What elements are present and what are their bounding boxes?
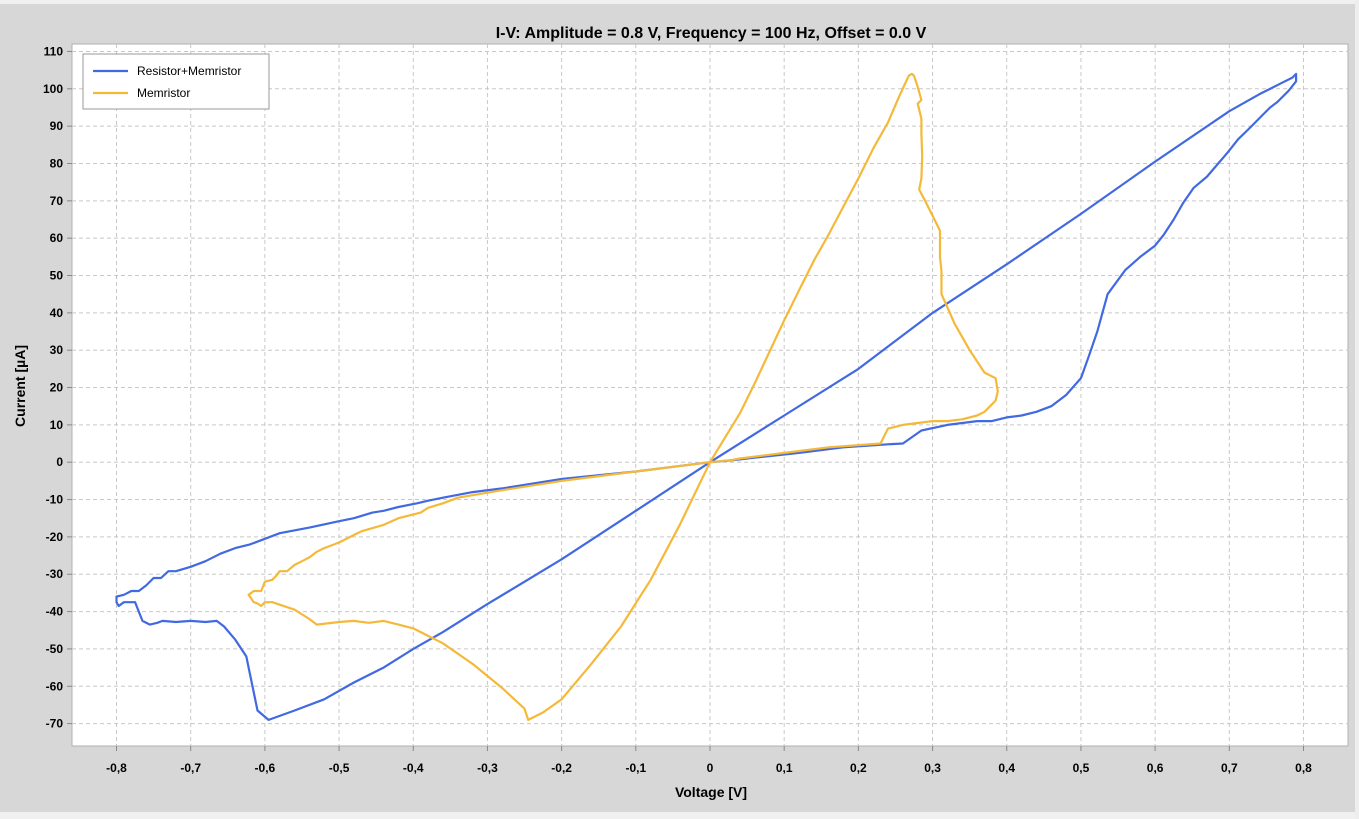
legend-entry-label: Resistor+Memristor bbox=[137, 64, 241, 78]
x-tick-label: -0,7 bbox=[180, 761, 201, 775]
window-bottom-edge bbox=[0, 812, 1359, 819]
x-tick-label: -0,3 bbox=[477, 761, 498, 775]
window-top-edge bbox=[0, 0, 1359, 4]
y-tick-label: 110 bbox=[44, 44, 64, 58]
x-tick-label: -0,2 bbox=[551, 761, 572, 775]
x-tick-label: -0,8 bbox=[106, 761, 127, 775]
legend-box bbox=[82, 53, 270, 110]
chart-title: I-V: Amplitude = 0.8 V, Frequency = 100 … bbox=[496, 25, 927, 42]
legend: Resistor+Memristor Memristor bbox=[82, 53, 270, 110]
y-tick-label: 70 bbox=[50, 194, 64, 208]
window-right-edge bbox=[1355, 0, 1359, 819]
x-tick-label: 0 bbox=[707, 761, 714, 775]
x-tick-label: 0,6 bbox=[1147, 761, 1164, 775]
y-tick-label: -40 bbox=[46, 605, 64, 619]
legend-entry-label: Memristor bbox=[137, 86, 190, 100]
x-tick-label: 0,5 bbox=[1073, 761, 1090, 775]
axes bbox=[67, 50, 1304, 751]
x-tick-label: 0,3 bbox=[924, 761, 941, 775]
tick-labels: -0,8 -0,7 -0,6 -0,5 -0,4 -0,3 -0,2 -0,1 0 0,1 0,2 0… bbox=[43, 44, 1312, 775]
x-tick-label: -0,4 bbox=[403, 761, 424, 775]
x-tick-label: 0,2 bbox=[850, 761, 867, 775]
series-line-memristor bbox=[247, 72, 999, 721]
y-tick-label: 90 bbox=[50, 119, 64, 133]
y-tick-label: 100 bbox=[43, 82, 63, 96]
x-tick-label: 0,8 bbox=[1295, 761, 1312, 775]
y-tick-label: 0 bbox=[56, 455, 63, 469]
gridlines bbox=[72, 44, 1348, 746]
y-tick-label: 40 bbox=[50, 306, 64, 320]
series-layer bbox=[115, 72, 1298, 721]
x-tick-label: -0,5 bbox=[329, 761, 350, 775]
y-tick-label: 50 bbox=[50, 269, 64, 283]
x-tick-label: 0,1 bbox=[776, 761, 793, 775]
y-tick-label: -30 bbox=[46, 567, 64, 581]
x-tick-label: -0,1 bbox=[625, 761, 646, 775]
series-line-resistor-memristor bbox=[115, 72, 1298, 721]
y-tick-label: -50 bbox=[46, 642, 64, 656]
y-tick-label: -20 bbox=[46, 530, 64, 544]
x-tick-label: 0,4 bbox=[998, 761, 1015, 775]
y-tick-label: 80 bbox=[50, 156, 64, 170]
x-tick-label: 0,7 bbox=[1221, 761, 1238, 775]
y-tick-label: -70 bbox=[46, 717, 64, 731]
x-axis-label: Voltage [V] bbox=[675, 784, 747, 800]
y-tick-label: 10 bbox=[50, 418, 64, 432]
y-tick-label: 20 bbox=[50, 381, 64, 395]
y-tick-label: -60 bbox=[46, 679, 64, 693]
x-tick-label: -0,6 bbox=[255, 761, 276, 775]
y-tick-label: 60 bbox=[50, 231, 64, 245]
y-axis-label: Current [µA] bbox=[12, 345, 28, 427]
y-tick-label: 30 bbox=[50, 343, 64, 357]
y-tick-label: -10 bbox=[46, 493, 64, 507]
